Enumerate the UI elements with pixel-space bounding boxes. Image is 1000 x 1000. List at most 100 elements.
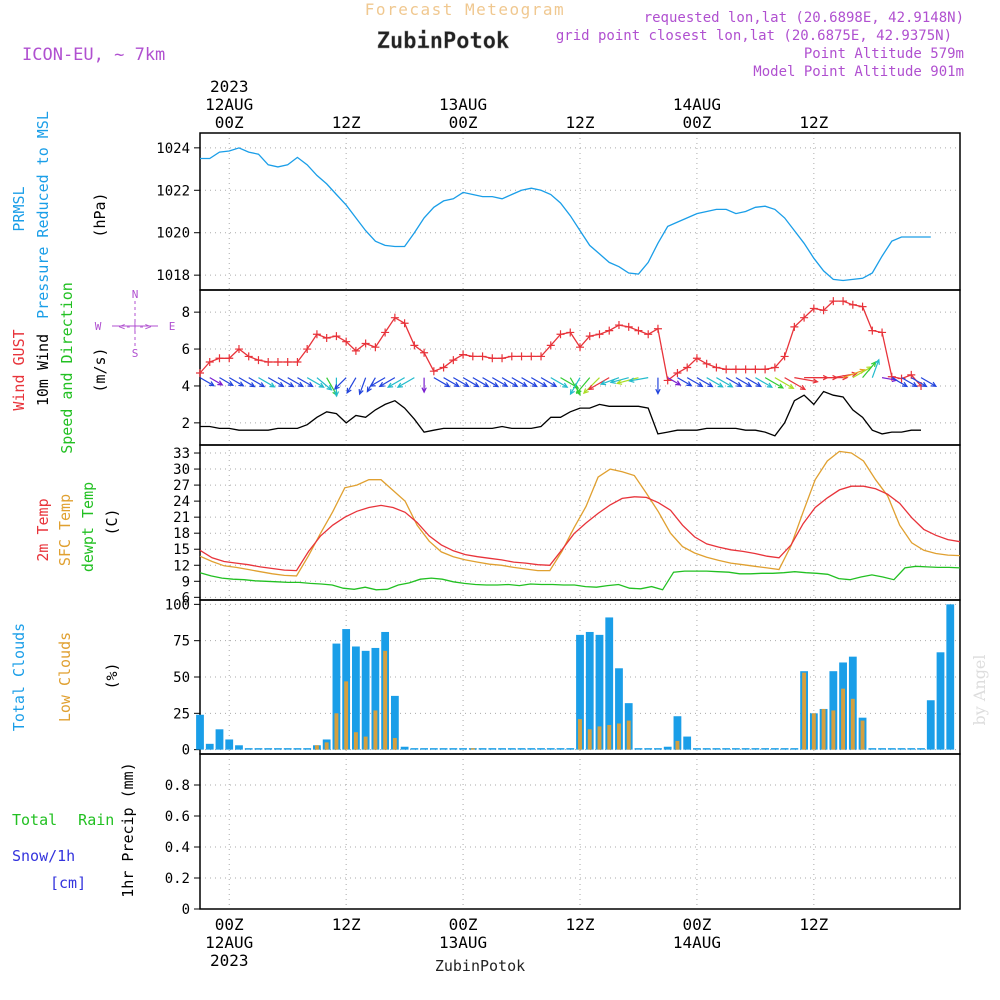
closest-coords: grid point closest lon,lat (20.6875E, 42… — [556, 28, 952, 44]
total-cloud-bar — [644, 748, 653, 750]
low-cloud-bar — [392, 738, 397, 750]
wind-ytick-label: 6 — [182, 342, 190, 358]
gust-marker — [517, 352, 526, 361]
low-cloud-bar — [821, 708, 826, 750]
wind-arrow — [891, 377, 908, 387]
wind-arrow-head — [874, 358, 880, 365]
gust-marker — [527, 352, 536, 361]
wind-arrow-head — [307, 381, 314, 388]
wind-arrow — [784, 377, 806, 390]
wind-arrow-head — [297, 381, 305, 388]
total-cloud-bar — [926, 700, 935, 750]
wind-arrow-head — [386, 382, 394, 388]
total-cloud-bar — [459, 748, 467, 750]
wind-arrow-head — [697, 381, 704, 388]
pressure-label-prmsl: PRMSL — [10, 186, 28, 231]
gust-marker — [420, 348, 429, 357]
wind-arrow-head — [531, 381, 538, 388]
clouds-label-low: Low Clouds — [56, 632, 74, 722]
total-cloud-bar — [751, 748, 760, 750]
gust-marker — [858, 302, 867, 311]
temp-label-unit: (C) — [103, 508, 121, 535]
time-tick-label: 12Z — [566, 915, 595, 934]
wind-arrow — [209, 377, 223, 386]
wind-arrow-head — [238, 381, 245, 387]
wind-arrow — [316, 377, 332, 391]
gust-marker — [332, 332, 341, 341]
wind-arrow — [287, 377, 304, 387]
wind-arrow-head — [453, 381, 460, 388]
wind-arrow-head — [582, 388, 589, 395]
low-cloud-bar — [831, 710, 836, 750]
wind-arrow-head — [788, 383, 795, 390]
precip-ytick-label: 0.8 — [165, 778, 190, 794]
wind-arrow-head — [208, 381, 216, 387]
total-cloud-bar — [917, 748, 925, 750]
wind-ytick-label: 2 — [182, 416, 190, 432]
wind-arrow — [576, 377, 591, 394]
wind-arrow — [462, 377, 479, 388]
gust-marker — [673, 369, 682, 378]
clouds-ytick-label: 75 — [173, 634, 190, 650]
wind-arrow-head — [851, 371, 858, 377]
wind-arrow-head — [930, 381, 938, 387]
clouds-panel: 0 25 50 75 100 — [165, 597, 961, 759]
wind-arrow-head — [911, 381, 918, 388]
low-cloud-bar — [597, 726, 602, 750]
total-cloud-bar — [400, 746, 409, 750]
total-cloud-bar — [595, 634, 604, 750]
wind-label-10m: 10m Wind — [34, 334, 52, 406]
wind-panel: 2 4 6 8 — [182, 290, 961, 446]
wind-arrow-head — [551, 381, 558, 388]
total-cloud-bar — [907, 748, 916, 750]
total-cloud-bar — [361, 650, 370, 750]
wind-arrow — [677, 377, 692, 387]
gust-marker — [829, 297, 838, 306]
wind-arrow — [569, 377, 581, 395]
compass-s: S — [132, 347, 139, 360]
low-cloud-bar — [850, 698, 855, 750]
precip-label-rain: Total Rain — [12, 811, 114, 829]
precip-ytick-label: 0.2 — [165, 871, 190, 887]
gust-marker — [293, 357, 302, 366]
clouds-ytick-label: 25 — [173, 706, 190, 722]
forecast-title: Forecast Meteogram — [365, 0, 565, 19]
wind-arrow-head — [727, 382, 734, 388]
pressure-ytick-label: 1022 — [156, 183, 190, 199]
total-cloud-bar — [537, 748, 545, 750]
wind-arrow — [540, 377, 557, 387]
total-cloud-bar — [605, 617, 614, 750]
wind-arrow-head — [615, 379, 623, 385]
wind-arrow-head — [326, 385, 333, 391]
wind-arrow — [511, 377, 527, 387]
wind-arrow-head — [755, 381, 762, 388]
gust-marker — [254, 356, 263, 365]
wind-arrow — [745, 377, 762, 387]
total-cloud-bar — [770, 748, 779, 750]
gust-marker — [790, 322, 799, 331]
gust-marker — [196, 369, 204, 378]
low-cloud-bar — [334, 713, 339, 750]
wind-label-speed-dir: Speed and Direction — [58, 282, 76, 454]
wind-arrow-head — [599, 380, 607, 386]
low-cloud-bar — [811, 713, 816, 750]
low-cloud-bar — [860, 720, 865, 750]
gust-marker — [614, 321, 623, 330]
time-tick-label: 12AUG — [205, 933, 253, 952]
wind-arrow-head — [921, 381, 928, 388]
temp-ytick-label: 24 — [173, 494, 190, 510]
temp-ytick-label: 33 — [173, 446, 190, 462]
temp-ytick-label: 30 — [173, 462, 190, 478]
gust-marker — [312, 330, 321, 339]
total-cloud-bar — [790, 748, 799, 750]
gust-marker — [390, 313, 399, 322]
wind-arrow — [370, 377, 386, 387]
total-cloud-bar — [332, 643, 341, 750]
wind-arrow — [433, 377, 450, 388]
gust-marker — [225, 354, 234, 363]
gust-marker — [839, 297, 848, 306]
total-cloud-bar — [829, 671, 838, 750]
gust-marker — [848, 300, 857, 309]
total-cloud-bar — [946, 604, 955, 750]
wind-arrow-head — [346, 387, 352, 394]
